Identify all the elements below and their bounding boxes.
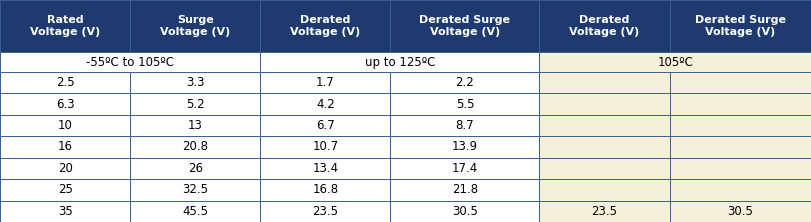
Text: up to 125ºC: up to 125ºC <box>365 56 435 69</box>
Bar <box>539 72 670 93</box>
Bar <box>539 158 670 179</box>
Bar <box>0 200 130 222</box>
Bar <box>130 93 260 115</box>
Bar <box>130 0 260 52</box>
Bar <box>130 179 260 200</box>
Text: 20.8: 20.8 <box>182 141 208 153</box>
Bar <box>390 179 539 200</box>
Bar <box>0 0 130 52</box>
Text: 17.4: 17.4 <box>452 162 478 175</box>
Text: 21.8: 21.8 <box>452 183 478 196</box>
Text: Surge
Voltage (V): Surge Voltage (V) <box>160 15 230 37</box>
Bar <box>260 93 390 115</box>
Text: Derated
Voltage (V): Derated Voltage (V) <box>290 15 360 37</box>
Text: 45.5: 45.5 <box>182 205 208 218</box>
Text: 25: 25 <box>58 183 72 196</box>
Bar <box>539 115 670 136</box>
Bar <box>390 0 539 52</box>
Bar <box>0 158 130 179</box>
Bar <box>390 72 539 93</box>
Bar <box>0 115 130 136</box>
Text: 13.4: 13.4 <box>312 162 338 175</box>
Bar <box>130 136 260 158</box>
Text: 20: 20 <box>58 162 72 175</box>
Text: 32.5: 32.5 <box>182 183 208 196</box>
Bar <box>670 200 811 222</box>
Bar <box>0 136 130 158</box>
Bar <box>539 52 811 72</box>
Text: 30.5: 30.5 <box>452 205 478 218</box>
Text: Derated Surge
Voltage (V): Derated Surge Voltage (V) <box>695 15 786 37</box>
Text: 10.7: 10.7 <box>312 141 338 153</box>
Bar <box>260 200 390 222</box>
Text: 30.5: 30.5 <box>727 205 753 218</box>
Bar <box>130 200 260 222</box>
Bar <box>260 52 539 72</box>
Text: 26: 26 <box>187 162 203 175</box>
Bar <box>260 179 390 200</box>
Bar <box>260 136 390 158</box>
Bar <box>670 158 811 179</box>
Text: 3.3: 3.3 <box>186 76 204 89</box>
Text: 2.2: 2.2 <box>456 76 474 89</box>
Bar <box>539 0 670 52</box>
Bar <box>130 115 260 136</box>
Text: 2.5: 2.5 <box>56 76 75 89</box>
Bar <box>390 158 539 179</box>
Bar <box>390 200 539 222</box>
Bar <box>130 158 260 179</box>
Text: Derated Surge
Voltage (V): Derated Surge Voltage (V) <box>419 15 510 37</box>
Text: 5.5: 5.5 <box>456 98 474 111</box>
Bar <box>390 93 539 115</box>
Bar <box>670 72 811 93</box>
Text: 23.5: 23.5 <box>312 205 338 218</box>
Text: 13: 13 <box>188 119 203 132</box>
Text: 6.7: 6.7 <box>316 119 335 132</box>
Bar <box>539 136 670 158</box>
Bar <box>0 179 130 200</box>
Text: 13.9: 13.9 <box>452 141 478 153</box>
Bar <box>0 93 130 115</box>
Text: Derated
Voltage (V): Derated Voltage (V) <box>569 15 640 37</box>
Text: 1.7: 1.7 <box>316 76 335 89</box>
Text: 35: 35 <box>58 205 72 218</box>
Text: 6.3: 6.3 <box>56 98 75 111</box>
Bar <box>670 0 811 52</box>
Bar <box>390 136 539 158</box>
Bar <box>260 0 390 52</box>
Text: 16: 16 <box>58 141 72 153</box>
Text: 4.2: 4.2 <box>316 98 335 111</box>
Bar <box>260 72 390 93</box>
Bar <box>670 136 811 158</box>
Bar <box>260 158 390 179</box>
Text: 105ºC: 105ºC <box>657 56 693 69</box>
Text: 23.5: 23.5 <box>591 205 617 218</box>
Text: 5.2: 5.2 <box>186 98 204 111</box>
Bar <box>670 115 811 136</box>
Bar <box>0 72 130 93</box>
Bar <box>130 72 260 93</box>
Bar <box>670 93 811 115</box>
Bar <box>539 93 670 115</box>
Bar <box>539 200 670 222</box>
Text: 8.7: 8.7 <box>456 119 474 132</box>
Text: 10: 10 <box>58 119 72 132</box>
Text: 16.8: 16.8 <box>312 183 338 196</box>
Bar <box>260 115 390 136</box>
Text: Rated
Voltage (V): Rated Voltage (V) <box>30 15 101 37</box>
Bar <box>539 179 670 200</box>
Bar <box>0 52 260 72</box>
Bar <box>670 179 811 200</box>
Bar <box>390 115 539 136</box>
Text: -55ºC to 105ºC: -55ºC to 105ºC <box>86 56 174 69</box>
